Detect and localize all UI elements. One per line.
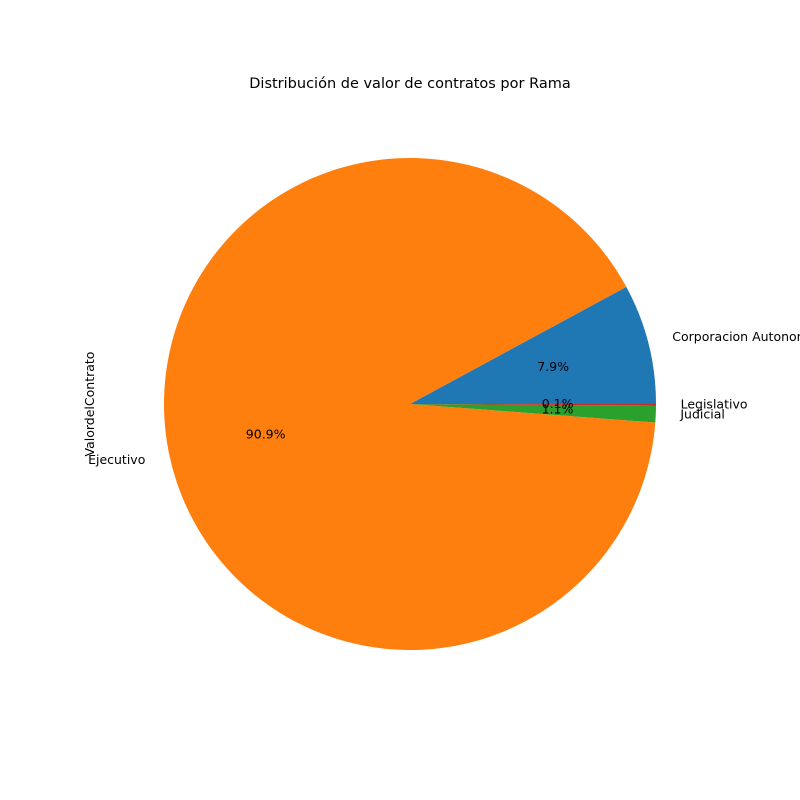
pie-slice xyxy=(163,158,656,651)
pie-slice xyxy=(410,404,656,423)
y-axis-label: ValordelContrato xyxy=(82,352,97,457)
percent-label: 0.1% xyxy=(542,396,574,411)
slice-label: Ejecutivo xyxy=(88,452,145,467)
slice-labels: Corporacion Autonoma Ejecutivo JudicialLeg… xyxy=(88,329,800,467)
percent-label: 1.1% xyxy=(542,402,574,417)
percent-label: 7.9% xyxy=(537,359,569,374)
pie-slices xyxy=(163,158,656,651)
pie-slice xyxy=(410,404,656,406)
slice-label: Corporacion Autonoma xyxy=(672,329,800,344)
percent-labels: 7.9% 90.9% 1.1%0.1% xyxy=(246,359,574,441)
pie-slice xyxy=(410,286,656,404)
percent-label: 90.9% xyxy=(246,426,286,441)
chart-title: Distribución de valor de contratos por R… xyxy=(249,76,570,92)
slice-label: Legislativo xyxy=(681,396,748,411)
slice-label: Judicial xyxy=(679,407,725,422)
